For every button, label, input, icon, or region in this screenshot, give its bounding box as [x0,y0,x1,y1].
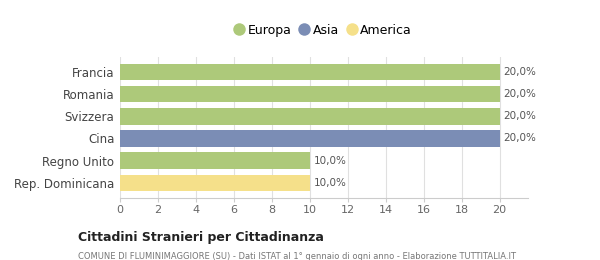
Bar [120,64,500,80]
Text: 20,0%: 20,0% [503,111,536,121]
Bar [120,174,310,191]
Text: 10,0%: 10,0% [314,178,346,188]
Text: 20,0%: 20,0% [503,67,536,77]
Text: 20,0%: 20,0% [503,89,536,99]
Text: Cittadini Stranieri per Cittadinanza: Cittadini Stranieri per Cittadinanza [78,231,324,244]
Bar [120,86,500,102]
Legend: Europa, Asia, America: Europa, Asia, America [231,18,417,42]
Bar [120,108,500,125]
Text: 20,0%: 20,0% [503,133,536,144]
Bar [120,152,310,169]
Bar [120,130,500,147]
Text: COMUNE DI FLUMINIMAGGIORE (SU) - Dati ISTAT al 1° gennaio di ogni anno - Elabora: COMUNE DI FLUMINIMAGGIORE (SU) - Dati IS… [78,252,516,260]
Text: 10,0%: 10,0% [314,156,346,166]
